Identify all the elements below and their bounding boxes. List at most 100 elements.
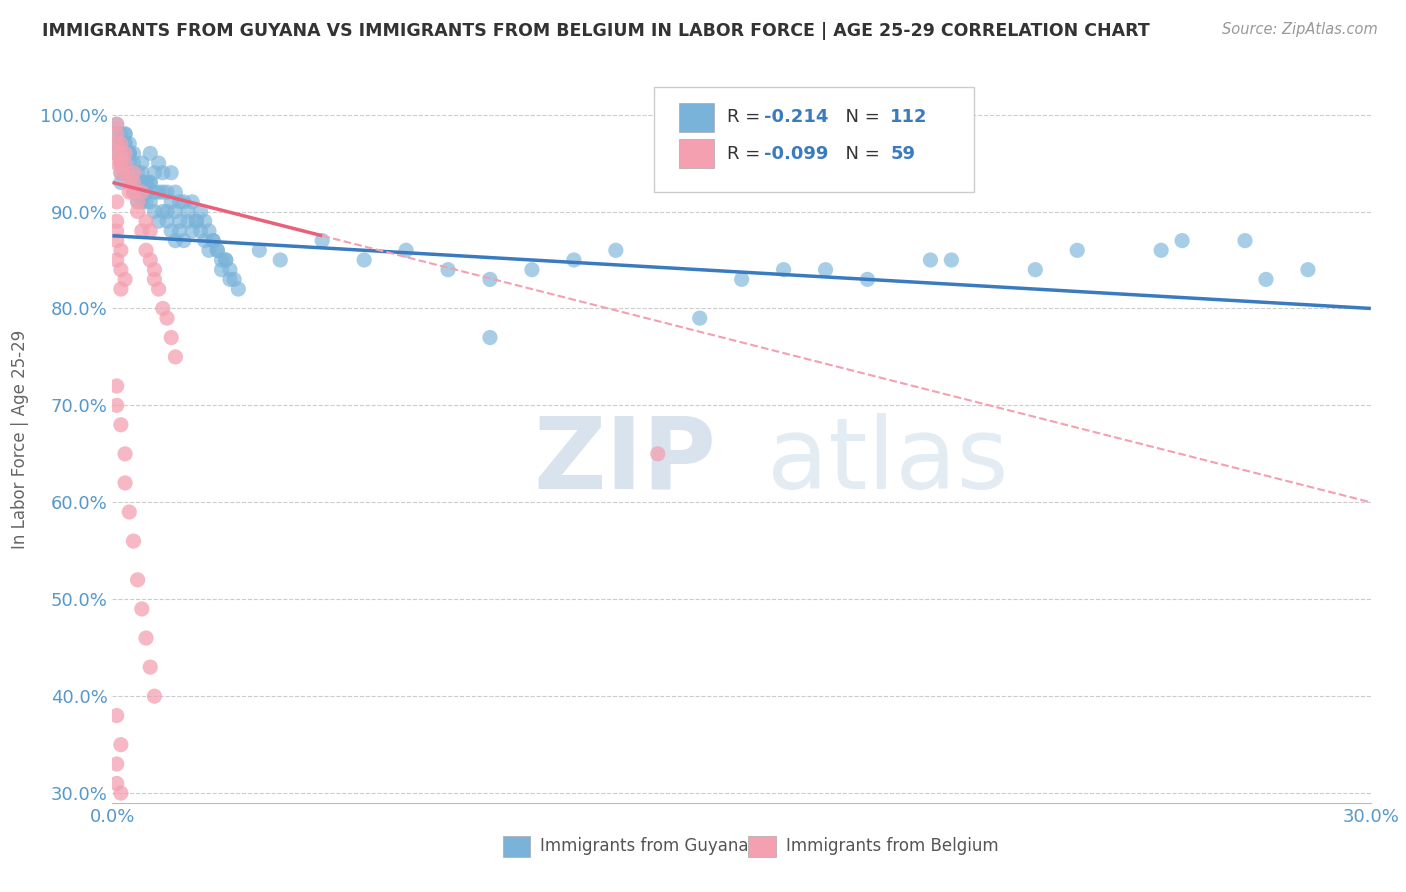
Point — [110, 282, 132, 296]
Point — [181, 224, 204, 238]
Text: N =: N = — [834, 108, 884, 127]
Point — [211, 252, 233, 267]
Point — [105, 136, 128, 151]
Point — [118, 176, 141, 190]
Point — [127, 204, 149, 219]
Point — [247, 244, 270, 258]
Point — [110, 127, 132, 141]
Point — [152, 185, 174, 199]
Point — [152, 301, 174, 316]
Point — [228, 282, 250, 296]
Point — [114, 156, 136, 170]
Point — [731, 272, 754, 286]
Point — [177, 204, 200, 219]
Point — [105, 117, 128, 131]
Point — [110, 244, 132, 258]
Point — [156, 214, 179, 228]
Point — [1150, 244, 1173, 258]
Point — [114, 136, 136, 151]
Point — [165, 185, 187, 199]
Point — [110, 262, 132, 277]
Text: ZIP: ZIP — [534, 413, 717, 509]
Point — [207, 244, 229, 258]
Point — [143, 185, 166, 199]
Point — [152, 166, 174, 180]
Point — [131, 156, 153, 170]
Point — [520, 262, 543, 277]
Point — [169, 214, 191, 228]
Point — [173, 194, 195, 209]
Point — [110, 156, 132, 170]
Point — [105, 146, 128, 161]
Point — [122, 185, 145, 199]
Point — [605, 244, 627, 258]
Point — [194, 234, 217, 248]
Point — [131, 602, 153, 616]
Point — [118, 185, 141, 199]
Point — [131, 166, 153, 180]
Point — [135, 214, 157, 228]
Point — [169, 224, 191, 238]
Point — [118, 505, 141, 519]
Point — [186, 214, 208, 228]
Text: atlas: atlas — [766, 413, 1008, 509]
Point — [173, 234, 195, 248]
Point — [114, 127, 136, 141]
Point — [148, 156, 170, 170]
Point — [160, 224, 183, 238]
Point — [110, 166, 132, 180]
Point — [139, 252, 162, 267]
Point — [202, 234, 225, 248]
Point — [148, 185, 170, 199]
Point — [135, 631, 157, 645]
Point — [122, 176, 145, 190]
Point — [202, 234, 225, 248]
Point — [105, 224, 128, 238]
Point — [114, 166, 136, 180]
Point — [689, 311, 711, 326]
Point — [110, 156, 132, 170]
Point — [1234, 234, 1257, 248]
Point — [105, 194, 128, 209]
Point — [311, 234, 333, 248]
Point — [118, 146, 141, 161]
Point — [437, 262, 460, 277]
Point — [139, 194, 162, 209]
Point — [194, 214, 217, 228]
Point — [135, 194, 157, 209]
Point — [105, 252, 128, 267]
Point — [135, 185, 157, 199]
Point — [143, 166, 166, 180]
Point — [143, 689, 166, 703]
Point — [1254, 272, 1277, 286]
Point — [160, 330, 183, 344]
Point — [127, 194, 149, 209]
Point — [160, 194, 183, 209]
Point — [114, 272, 136, 286]
Point — [190, 224, 212, 238]
Text: N =: N = — [834, 145, 884, 162]
Point — [148, 214, 170, 228]
Point — [647, 447, 669, 461]
Y-axis label: In Labor Force | Age 25-29: In Labor Force | Age 25-29 — [10, 330, 28, 549]
Text: R =: R = — [727, 145, 765, 162]
Point — [118, 156, 141, 170]
Point — [941, 252, 963, 267]
Point — [920, 252, 942, 267]
Point — [110, 136, 132, 151]
Point — [562, 252, 585, 267]
Point — [143, 262, 166, 277]
Point — [110, 166, 132, 180]
Point — [856, 272, 879, 286]
Text: 112: 112 — [890, 108, 928, 127]
Point — [131, 224, 153, 238]
Point — [110, 176, 132, 190]
Point — [1024, 262, 1046, 277]
Point — [198, 244, 221, 258]
Point — [156, 204, 179, 219]
Point — [122, 176, 145, 190]
Point — [143, 272, 166, 286]
Point — [215, 252, 238, 267]
Text: Immigrants from Guyana: Immigrants from Guyana — [540, 838, 749, 855]
Point — [139, 660, 162, 674]
